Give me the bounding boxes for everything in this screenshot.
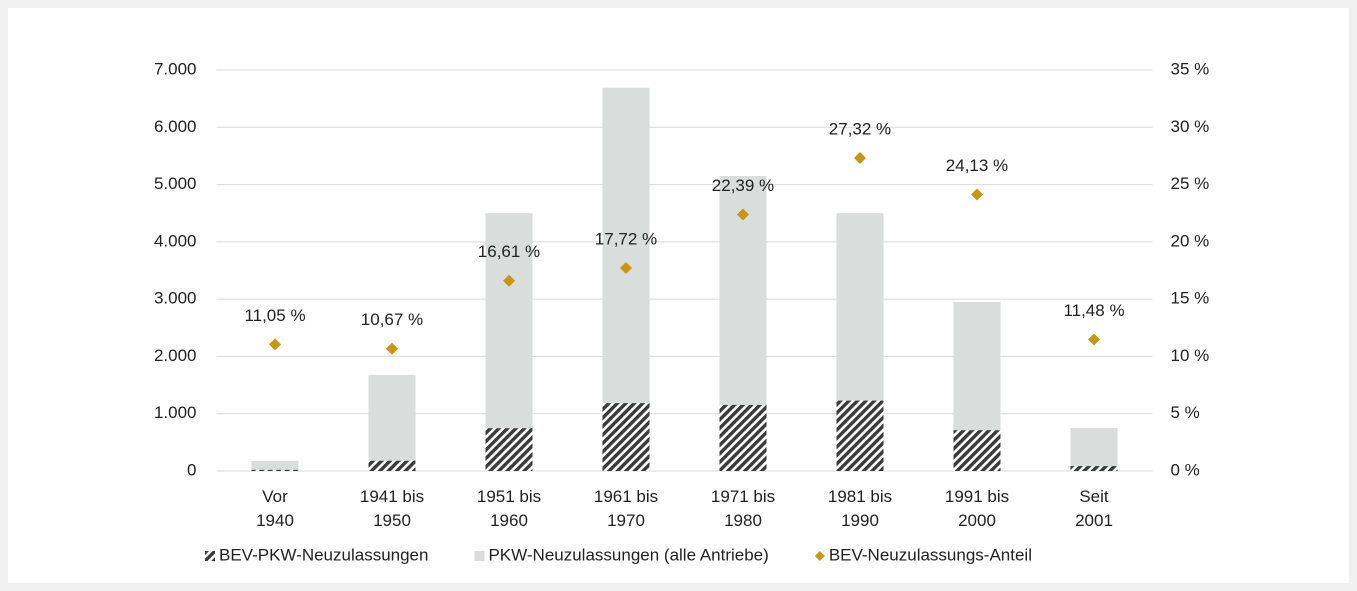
y2-tick-label: 20 % <box>1171 231 1210 250</box>
legend-label: BEV-PKW-Neuzulassungen <box>219 545 428 564</box>
data-label: 10,67 % <box>361 310 423 329</box>
legend-label: PKW-Neuzulassungen (alle Antriebe) <box>488 545 768 564</box>
y2-tick-label: 5 % <box>1171 403 1200 422</box>
y-tick-label: 2.000 <box>154 346 197 365</box>
bar <box>1070 428 1118 471</box>
marker <box>503 274 515 287</box>
x-tick-label: 1981 bis 1990 <box>828 487 892 530</box>
y2-tick-label: 0 % <box>1171 460 1200 479</box>
bar <box>368 375 416 471</box>
data-label: 11,48 % <box>1063 301 1124 320</box>
marker <box>737 208 749 221</box>
marker <box>386 342 398 355</box>
y-tick-label: 3.000 <box>154 289 197 308</box>
chart-area <box>8 8 1349 583</box>
bar <box>953 430 1001 471</box>
bar <box>602 403 650 471</box>
marker <box>269 338 281 351</box>
x-tick-label: 1941 bis 1950 <box>360 487 424 530</box>
marker <box>620 261 632 274</box>
y-tick-label: 1.000 <box>154 403 197 422</box>
y-tick-label: 0 <box>187 460 196 479</box>
data-label: 22,39 % <box>712 176 774 195</box>
x-tick-label: 1991 bis 2000 <box>945 487 1009 530</box>
data-label: 17,72 % <box>595 229 657 248</box>
legend-swatch <box>474 551 485 561</box>
x-tick-label: Seit 2001 <box>1075 487 1113 530</box>
y2-tick-label: 35 % <box>1171 59 1210 78</box>
legend-marker <box>814 551 825 561</box>
x-tick-label: 1971 bis 1980 <box>711 487 775 530</box>
marker <box>854 151 866 164</box>
marker <box>1088 333 1100 346</box>
bar <box>719 404 767 471</box>
data-label: 16,61 % <box>478 242 540 261</box>
data-label: 27,32 % <box>829 119 891 138</box>
x-tick-label: 1951 bis 1960 <box>477 487 541 530</box>
y2-tick-label: 10 % <box>1171 346 1210 365</box>
y-tick-label: 7.000 <box>154 59 197 78</box>
bar <box>836 400 884 471</box>
bar <box>251 460 299 471</box>
legend-swatch <box>205 551 215 561</box>
bar <box>485 428 533 471</box>
y2-tick-label: 15 % <box>1171 289 1210 308</box>
marker <box>971 188 983 201</box>
y2-tick-label: 30 % <box>1171 117 1210 136</box>
bar <box>251 469 299 471</box>
data-label: 11,05 % <box>244 306 305 325</box>
bar <box>485 213 533 471</box>
bar <box>1070 466 1118 471</box>
x-tick-label: 1961 bis 1970 <box>594 487 658 530</box>
y-tick-label: 5.000 <box>154 174 197 193</box>
legend-label: BEV-Neuzulassungs-Anteil <box>829 545 1032 564</box>
y2-tick-label: 25 % <box>1171 174 1210 193</box>
bar <box>368 460 416 471</box>
y-tick-label: 4.000 <box>154 231 197 250</box>
x-tick-label: Vor 1940 <box>256 487 294 530</box>
data-label: 24,13 % <box>946 156 1008 175</box>
y-tick-label: 6.000 <box>154 117 197 136</box>
